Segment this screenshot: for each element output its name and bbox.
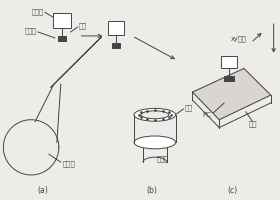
Polygon shape	[82, 47, 91, 56]
Text: 焊盘: 焊盘	[249, 120, 257, 127]
Text: PC: PC	[202, 112, 211, 118]
Bar	[108, 21, 124, 35]
Text: 送料器: 送料器	[63, 161, 76, 167]
Polygon shape	[71, 62, 76, 68]
Text: xy运动: xy运动	[231, 36, 247, 42]
Polygon shape	[70, 59, 79, 68]
Polygon shape	[59, 74, 64, 79]
Text: 光源: 光源	[185, 105, 193, 111]
Text: 贴片头: 贴片头	[32, 8, 44, 15]
Text: (b): (b)	[146, 186, 157, 195]
Text: 元器件: 元器件	[25, 28, 37, 34]
Bar	[221, 56, 237, 68]
Text: 吸嘴: 吸嘴	[79, 23, 87, 29]
Bar	[58, 36, 66, 41]
Bar	[224, 76, 234, 81]
Polygon shape	[192, 68, 271, 120]
Text: (a): (a)	[38, 186, 48, 195]
Polygon shape	[82, 50, 88, 56]
Ellipse shape	[134, 108, 176, 121]
Polygon shape	[58, 71, 67, 80]
Ellipse shape	[134, 136, 176, 149]
Text: (c): (c)	[227, 186, 237, 195]
Bar	[112, 43, 120, 48]
Ellipse shape	[141, 111, 169, 119]
Text: 摄像头: 摄像头	[157, 156, 169, 162]
Bar	[53, 13, 71, 28]
